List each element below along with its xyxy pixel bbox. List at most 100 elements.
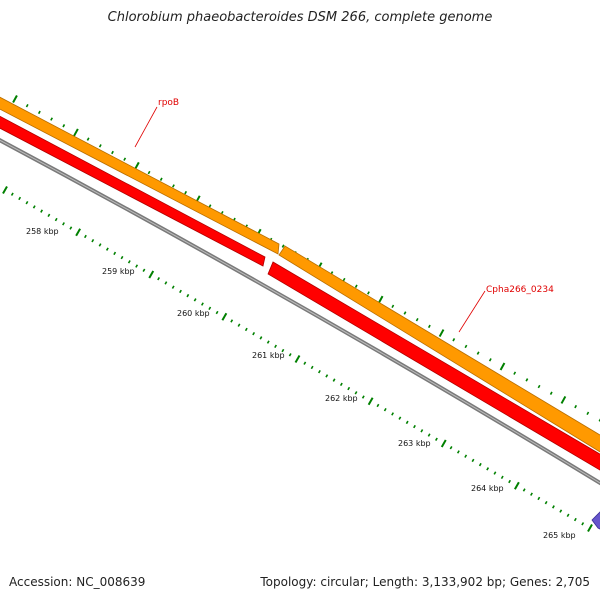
outer-minor-tick xyxy=(111,150,114,155)
inner-minor-tick xyxy=(478,462,482,467)
scale-label: 260 kbp xyxy=(177,309,210,318)
inner-minor-tick xyxy=(244,327,248,332)
scale-label: 258 kbp xyxy=(26,227,59,236)
inner-minor-tick xyxy=(486,467,490,471)
inner-minor-tick xyxy=(420,429,424,433)
scale-label: 263 kbp xyxy=(398,439,431,448)
inner-minor-tick xyxy=(62,222,65,226)
inner-minor-tick xyxy=(113,251,117,256)
outer-minor-tick xyxy=(488,358,492,362)
inner-minor-tick xyxy=(105,247,109,251)
outer-minor-tick xyxy=(62,124,66,128)
outer-minor-tick xyxy=(159,177,163,181)
outer-minor-tick xyxy=(172,184,175,188)
inner-minor-tick xyxy=(325,374,329,378)
inner-minor-tick xyxy=(69,226,73,230)
outer-minor-tick xyxy=(37,110,41,115)
outer-minor-tick xyxy=(549,391,553,395)
scale-label: 259 kbp xyxy=(102,267,135,276)
inner-major-tick xyxy=(148,270,155,279)
inner-minor-tick xyxy=(427,433,431,437)
inner-minor-tick xyxy=(530,492,533,496)
outer-minor-tick xyxy=(537,384,541,389)
rpoB-label[interactable]: rpoB xyxy=(158,98,179,108)
outer-minor-tick xyxy=(403,311,407,315)
reverse-gene-arrow-1[interactable] xyxy=(0,111,266,267)
inner-minor-tick xyxy=(266,340,270,344)
inner-minor-tick xyxy=(347,386,351,391)
inner-minor-tick xyxy=(142,268,146,272)
inner-minor-tick xyxy=(135,264,139,268)
inner-major-tick xyxy=(587,524,593,532)
inner-minor-tick xyxy=(164,281,168,285)
outer-minor-tick xyxy=(208,204,212,208)
reverse-gene-arrow-2[interactable] xyxy=(267,261,600,476)
inner-major-tick xyxy=(2,186,8,194)
inner-minor-tick xyxy=(274,344,278,349)
inner-minor-tick xyxy=(361,395,365,399)
outer-major-tick xyxy=(560,395,567,404)
map-title: Chlorobium phaeobacteroides DSM 266, com… xyxy=(107,10,493,25)
outer-minor-tick xyxy=(415,317,419,322)
inner-minor-tick xyxy=(120,255,124,260)
inner-minor-tick xyxy=(566,513,570,518)
inner-major-tick xyxy=(75,228,81,237)
outer-minor-tick xyxy=(123,157,127,161)
inner-minor-tick xyxy=(252,331,256,336)
outer-minor-tick xyxy=(464,344,468,349)
gene-labels: rpoB Cpha266_0234 xyxy=(134,98,554,333)
inner-minor-tick xyxy=(230,319,234,323)
inner-minor-tick xyxy=(127,260,131,264)
inner-minor-tick xyxy=(391,412,395,416)
outer-minor-tick xyxy=(147,170,151,175)
outer-minor-tick xyxy=(50,117,53,121)
inner-minor-tick xyxy=(54,217,58,222)
inner-minor-tick xyxy=(413,424,416,429)
inner-major-tick xyxy=(221,312,228,321)
forward-strand-track xyxy=(0,92,600,458)
inner-minor-tick xyxy=(18,196,22,201)
inner-minor-tick xyxy=(500,475,504,479)
scale-label: 264 kbp xyxy=(471,484,504,493)
inner-minor-tick xyxy=(215,310,219,315)
inner-minor-tick xyxy=(157,277,161,281)
outer-minor-tick xyxy=(25,103,29,108)
inner-major-tick xyxy=(440,439,447,448)
outer-minor-tick xyxy=(513,371,517,375)
inner-minor-tick xyxy=(339,382,343,387)
Cpha266_0234-label[interactable]: Cpha266_0234 xyxy=(486,285,554,295)
inner-minor-tick xyxy=(237,323,241,327)
gene-arrow-Cpha266_0234[interactable] xyxy=(278,245,600,458)
inner-minor-tick xyxy=(471,458,475,463)
inner-minor-tick xyxy=(522,488,526,492)
inner-minor-tick xyxy=(193,298,197,302)
inner-minor-tick xyxy=(581,522,585,526)
outer-major-tick xyxy=(12,95,18,103)
outer-minor-tick xyxy=(427,324,431,329)
inner-minor-tick xyxy=(332,378,336,382)
inner-minor-tick xyxy=(544,500,548,505)
inner-minor-tick xyxy=(171,285,175,289)
inner-minor-tick xyxy=(493,471,497,475)
outer-tick-ruler xyxy=(12,95,600,422)
gene-arrow-rpoB[interactable] xyxy=(0,92,280,255)
accession-text: Accession: NC_008639 xyxy=(9,575,146,589)
inner-scale-ruler xyxy=(2,186,593,532)
outer-minor-tick xyxy=(391,304,395,309)
inner-minor-tick xyxy=(434,437,438,441)
rpoB-label-leader xyxy=(134,106,158,148)
inner-minor-tick xyxy=(508,479,512,484)
inner-minor-tick xyxy=(98,243,102,247)
inner-minor-tick xyxy=(40,209,44,213)
inner-major-tick xyxy=(294,355,301,363)
other-feature-arrow[interactable] xyxy=(591,511,600,532)
inner-minor-tick xyxy=(25,200,29,205)
inner-minor-tick xyxy=(456,450,460,454)
outer-minor-tick xyxy=(586,411,590,416)
reverse-strand-track xyxy=(0,111,600,476)
inner-minor-tick xyxy=(405,420,409,425)
genome-stats-text: Topology: circular; Length: 3,133,902 bp… xyxy=(260,575,590,589)
inner-minor-tick xyxy=(354,391,358,395)
outer-minor-tick xyxy=(342,277,346,282)
